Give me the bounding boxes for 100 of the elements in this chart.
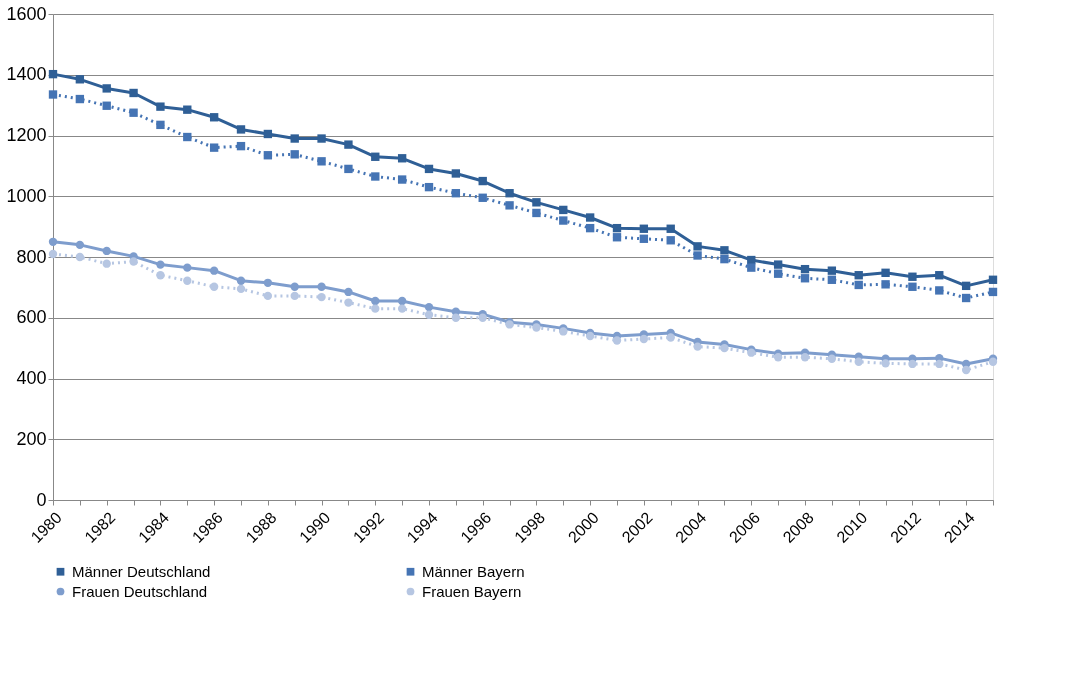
- point: [908, 272, 917, 281]
- point: [451, 313, 461, 322]
- point: [666, 333, 675, 342]
- point: [908, 282, 917, 291]
- point: [720, 343, 729, 353]
- point: [48, 69, 58, 79]
- point: [156, 260, 165, 269]
- point: [290, 282, 299, 291]
- point: [585, 213, 595, 222]
- point: [236, 141, 246, 151]
- point: [344, 140, 353, 149]
- point: [773, 269, 783, 278]
- point: [102, 246, 111, 256]
- point: [720, 246, 729, 255]
- legend-label: Frauen Deutschland: [72, 582, 208, 600]
- point: [800, 274, 810, 283]
- point: [961, 293, 971, 303]
- point: [666, 224, 675, 233]
- point: [773, 353, 783, 362]
- point: [129, 88, 138, 98]
- point: [424, 310, 434, 319]
- point: [478, 193, 487, 202]
- y-tick-label: 600: [16, 307, 47, 328]
- point: [505, 201, 514, 210]
- y-tick-label: 0: [36, 489, 47, 510]
- point: [183, 105, 192, 114]
- point: [612, 336, 622, 345]
- point: [532, 198, 541, 207]
- point: [209, 266, 219, 275]
- point: [827, 275, 837, 284]
- point: [585, 223, 595, 233]
- point: [371, 304, 380, 313]
- point: [236, 276, 246, 285]
- point: [559, 205, 568, 215]
- point: [397, 175, 407, 184]
- point: [424, 164, 434, 174]
- point: [102, 84, 111, 93]
- point: [961, 365, 971, 375]
- point: [505, 189, 514, 198]
- point: [424, 302, 434, 312]
- y-tick-label: 1600: [6, 3, 47, 24]
- point: [935, 286, 944, 295]
- point: [129, 257, 138, 266]
- point: [397, 304, 407, 313]
- point: [854, 357, 863, 366]
- point: [639, 234, 649, 243]
- point: [183, 132, 192, 142]
- point: [881, 268, 890, 277]
- point: [156, 271, 165, 280]
- point: [961, 281, 971, 291]
- point: [317, 134, 326, 143]
- point: [371, 152, 380, 161]
- point: [935, 271, 944, 280]
- y-tick-label: 400: [16, 368, 47, 388]
- point: [693, 242, 702, 251]
- point: [397, 296, 407, 306]
- point: [75, 94, 85, 104]
- point: [344, 287, 353, 297]
- point: [129, 108, 138, 117]
- point: [209, 113, 219, 122]
- point: [209, 143, 219, 152]
- legend-label: Männer Deutschland: [72, 562, 211, 580]
- point: [854, 271, 863, 280]
- point: [800, 264, 810, 274]
- point: [236, 284, 246, 294]
- y-tick-label: 800: [16, 246, 47, 267]
- point: [451, 189, 461, 198]
- point: [881, 359, 890, 368]
- point: [102, 259, 111, 268]
- point: [451, 169, 461, 178]
- point: [881, 280, 890, 289]
- point: [317, 282, 326, 291]
- y-tick-label: 1000: [6, 185, 47, 206]
- point: [693, 251, 702, 260]
- point: [183, 276, 192, 285]
- point: [317, 292, 326, 302]
- point: [344, 298, 353, 307]
- point: [988, 275, 998, 284]
- point: [290, 150, 299, 159]
- point: [371, 172, 380, 181]
- point: [532, 208, 541, 218]
- y-tick-label: 200: [16, 428, 47, 449]
- point: [773, 260, 783, 269]
- point: [371, 296, 380, 306]
- point: [263, 278, 273, 287]
- point: [827, 266, 837, 275]
- point: [639, 334, 649, 344]
- point: [209, 282, 219, 291]
- point: [263, 291, 273, 301]
- legend-label: Frauen Bayern: [422, 582, 522, 600]
- point: [559, 216, 568, 225]
- point: [747, 263, 756, 272]
- point: [48, 90, 58, 99]
- point: [75, 252, 85, 262]
- point: [75, 75, 85, 84]
- point: [666, 236, 675, 245]
- point: [317, 157, 326, 166]
- point: [263, 129, 273, 139]
- point: [290, 291, 299, 301]
- legend-label: Männer Bayern: [422, 562, 525, 580]
